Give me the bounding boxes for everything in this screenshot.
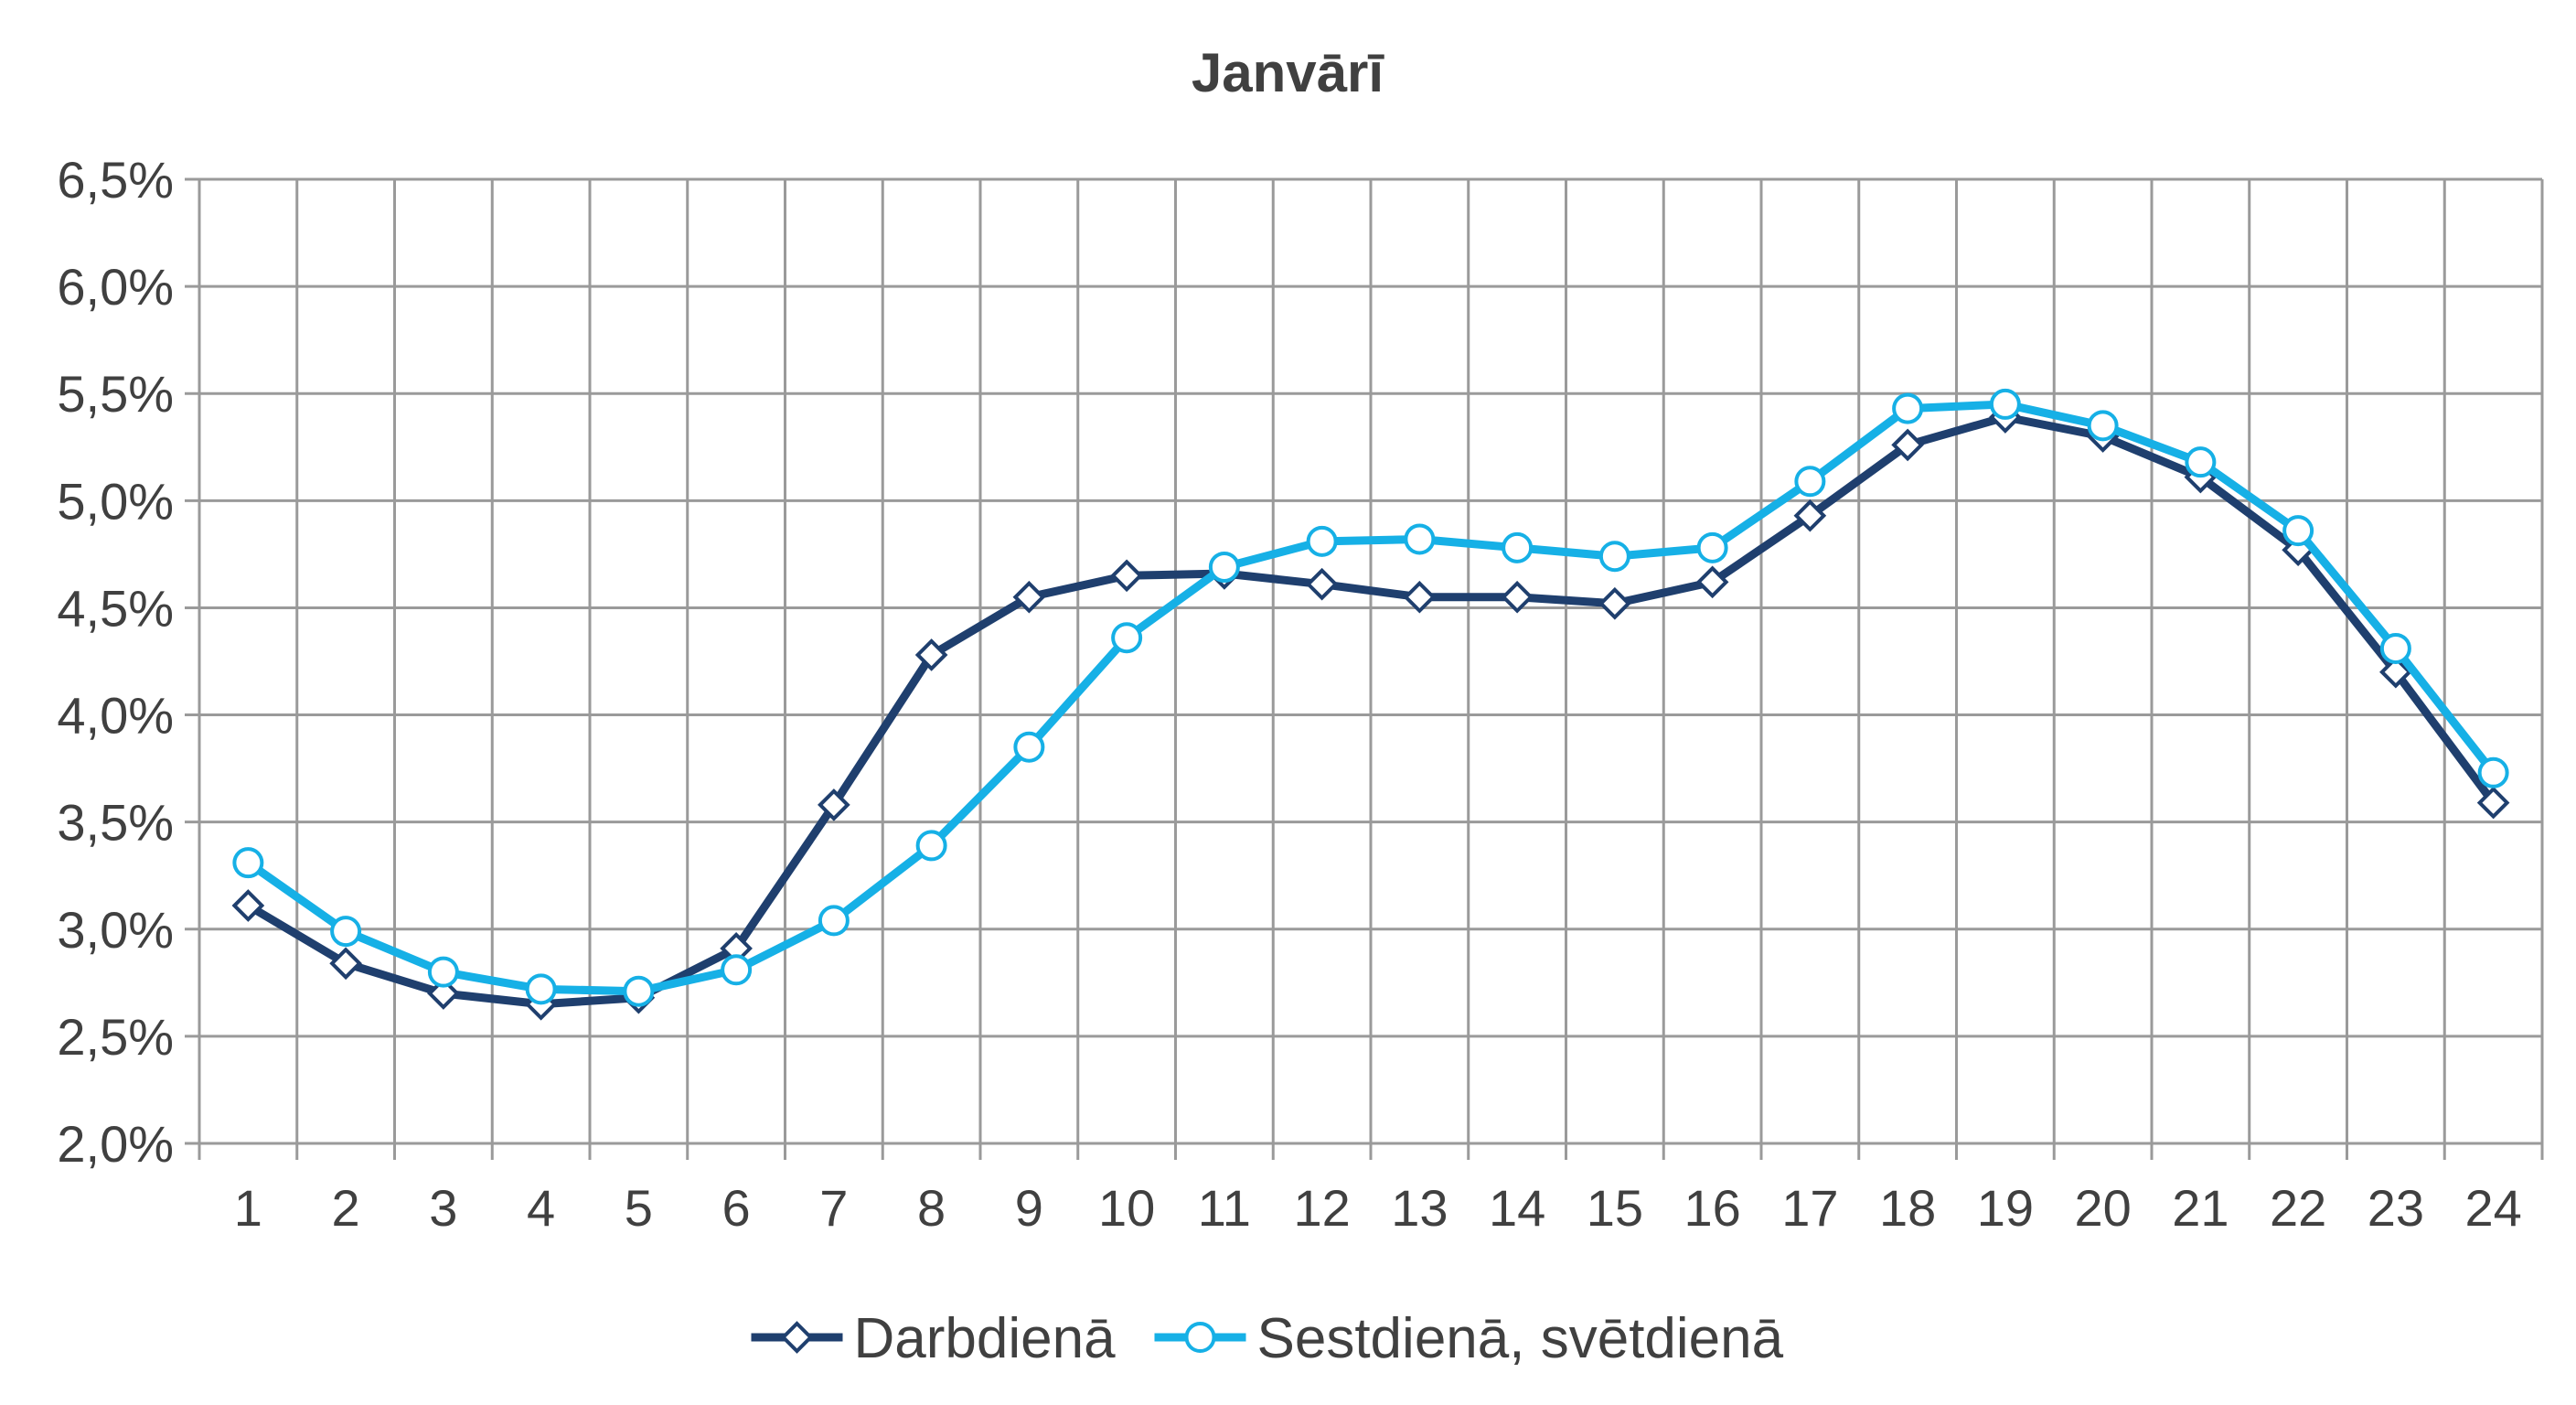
x-tick-label: 7 bbox=[819, 1179, 848, 1237]
data-point bbox=[1404, 523, 1436, 555]
data-point bbox=[623, 975, 655, 1007]
x-tick-label: 2 bbox=[332, 1179, 360, 1237]
y-tick-label: 2,5% bbox=[57, 1008, 174, 1066]
data-point bbox=[1208, 551, 1240, 583]
data-point bbox=[914, 638, 948, 671]
x-axis-tick-labels: 1 2 3 4 5 6 7 8 9 10 11 12 13 14 15 16 17 18 19 20 21 22 23 24 bbox=[234, 1179, 2522, 1237]
x-tick-label: 22 bbox=[2270, 1179, 2326, 1237]
y-tick-label: 3,0% bbox=[57, 901, 174, 959]
x-tick-label: 5 bbox=[625, 1179, 653, 1237]
data-point bbox=[1892, 392, 1924, 424]
legend-marker bbox=[780, 1321, 814, 1354]
x-tick-label: 18 bbox=[1879, 1179, 1936, 1237]
x-tick-label: 4 bbox=[527, 1179, 555, 1237]
data-point bbox=[818, 788, 850, 821]
series-line bbox=[243, 400, 2498, 996]
x-tick-label: 11 bbox=[1198, 1179, 1251, 1237]
x-tick-label: 12 bbox=[1293, 1179, 1350, 1237]
x-tick-label: 3 bbox=[429, 1179, 457, 1237]
data-point bbox=[1012, 580, 1046, 614]
legend-item: Darbdienā bbox=[751, 1307, 1117, 1370]
x-tick-label: 17 bbox=[1781, 1179, 1838, 1237]
x-tick-label: 20 bbox=[2074, 1179, 2131, 1237]
data-point bbox=[1502, 531, 1534, 563]
y-axis-tick-labels: 2,0% 2,5% 3,0% 3,5% 4,0% 4,5% 5,0% 5,5% 6,0% 6,5% bbox=[57, 151, 174, 1173]
legend-label: Darbdienā bbox=[854, 1307, 1117, 1370]
data-point bbox=[1598, 586, 1631, 620]
x-tick-label: 14 bbox=[1489, 1179, 1545, 1237]
series-line bbox=[243, 413, 2498, 1009]
x-tick-label: 16 bbox=[1683, 1179, 1740, 1237]
data-point bbox=[1793, 499, 1827, 532]
y-tick-label: 3,5% bbox=[57, 794, 174, 852]
y-tick-label: 4,0% bbox=[57, 687, 174, 745]
data-point bbox=[1110, 559, 1143, 593]
x-tick-label: 19 bbox=[1977, 1179, 2034, 1237]
x-tick-label: 10 bbox=[1098, 1179, 1155, 1237]
y-tick-label: 6,0% bbox=[57, 258, 174, 316]
data-point bbox=[330, 916, 362, 948]
x-tick-label: 15 bbox=[1587, 1179, 1643, 1237]
data-point bbox=[915, 830, 947, 862]
x-tick-label: 23 bbox=[2368, 1179, 2424, 1237]
x-tick-label: 9 bbox=[1015, 1179, 1043, 1237]
legend-marker bbox=[1184, 1322, 1216, 1353]
series-2 bbox=[232, 388, 2509, 1007]
y-tick-label: 6,5% bbox=[57, 151, 174, 209]
data-point bbox=[1306, 525, 1338, 557]
data-point bbox=[2476, 786, 2510, 820]
data-point bbox=[1598, 541, 1630, 573]
legend: Darbdienā Sestdienā, svētdienā bbox=[751, 1307, 1784, 1370]
data-point bbox=[329, 947, 362, 981]
data-point bbox=[1989, 388, 2021, 420]
data-point bbox=[2477, 756, 2509, 788]
chart-title: Janvārī bbox=[1192, 42, 1384, 103]
legend-item: Sestdienā, svētdienā bbox=[1154, 1307, 1784, 1370]
x-tick-label: 8 bbox=[917, 1179, 946, 1237]
data-point bbox=[1695, 565, 1729, 599]
x-tick-label: 6 bbox=[722, 1179, 751, 1237]
data-point bbox=[1794, 466, 1826, 498]
data-point bbox=[427, 956, 459, 988]
data-point bbox=[1501, 580, 1534, 614]
data-point bbox=[2379, 632, 2411, 664]
legend-label: Sestdienā, svētdienā bbox=[1257, 1307, 1784, 1370]
data-point bbox=[1891, 428, 1924, 462]
data-point bbox=[2185, 446, 2217, 478]
data-point bbox=[2379, 655, 2412, 689]
x-tick-label: 1 bbox=[234, 1179, 262, 1237]
data-point bbox=[2087, 410, 2119, 442]
data-point bbox=[1696, 531, 1728, 563]
data-point bbox=[818, 905, 850, 937]
data-point bbox=[427, 977, 460, 1010]
y-tick-label: 2,0% bbox=[57, 1115, 174, 1173]
y-tick-label: 5,5% bbox=[57, 365, 174, 423]
y-tick-label: 4,5% bbox=[57, 579, 174, 637]
series-group bbox=[231, 388, 2510, 1021]
x-tick-label: 24 bbox=[2464, 1179, 2521, 1237]
data-point bbox=[1305, 567, 1339, 601]
data-point bbox=[525, 973, 557, 1005]
data-point bbox=[231, 889, 265, 922]
data-point bbox=[1013, 731, 1045, 763]
x-tick-label: 21 bbox=[2172, 1179, 2229, 1237]
data-point bbox=[1403, 580, 1437, 614]
data-point bbox=[232, 847, 264, 879]
data-point bbox=[2282, 515, 2314, 547]
data-point bbox=[1111, 622, 1143, 654]
data-point bbox=[721, 954, 753, 986]
y-tick-label: 5,0% bbox=[57, 472, 174, 530]
x-tick-label: 13 bbox=[1391, 1179, 1448, 1237]
